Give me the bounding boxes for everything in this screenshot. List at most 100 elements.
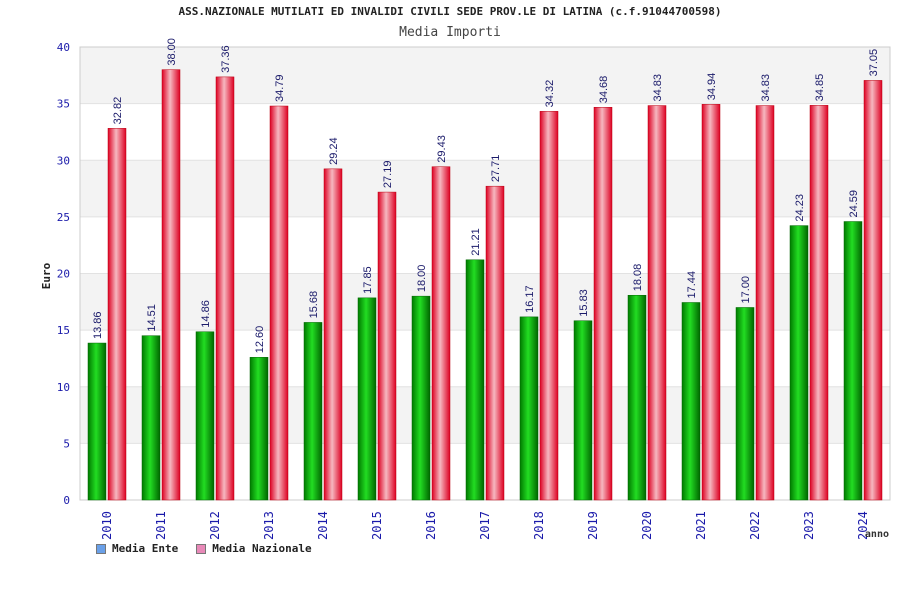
y-tick-label: 30 <box>57 154 70 167</box>
data-label-media-ente: 13.86 <box>92 312 104 340</box>
x-tick-label: 2018 <box>532 511 546 540</box>
x-tick-label: 2013 <box>262 511 276 540</box>
data-label-media-nazionale: 37.36 <box>220 45 232 73</box>
grid-band <box>80 443 890 500</box>
x-tick-label: 2017 <box>478 511 492 540</box>
data-label-media-ente: 18.08 <box>632 264 644 292</box>
data-label-media-ente: 18.00 <box>416 265 428 293</box>
bar-media-ente <box>843 221 863 501</box>
y-tick-label: 15 <box>57 324 70 337</box>
x-tick-label: 2010 <box>100 511 114 540</box>
bar-media-ente <box>735 307 755 501</box>
legend: Media Ente Media Nazionale <box>96 542 312 555</box>
bar-media-ente <box>465 259 485 501</box>
data-label-media-nazionale: 27.19 <box>382 161 394 189</box>
legend-label-media-ente: Media Ente <box>112 542 179 555</box>
bar-media-nazionale <box>755 105 775 501</box>
x-tick-label: 2024 <box>856 511 870 540</box>
data-label-media-ente: 17.00 <box>740 276 752 304</box>
data-label-media-ente: 24.23 <box>794 194 806 222</box>
chart-subtitle: Media Importi <box>399 25 501 40</box>
data-label-media-ente: 15.68 <box>308 291 320 319</box>
bar-media-nazionale <box>647 105 667 501</box>
grid-band <box>80 216 890 274</box>
bar-media-ente <box>789 225 809 501</box>
x-tick-label: 2019 <box>586 511 600 540</box>
y-tick-label: 40 <box>57 41 70 54</box>
data-label-media-nazionale: 38.00 <box>166 38 178 66</box>
y-tick-label: 35 <box>57 98 70 111</box>
data-label-media-nazionale: 27.71 <box>490 155 502 183</box>
legend-swatch-media-nazionale <box>196 543 207 554</box>
data-label-media-nazionale: 34.83 <box>760 74 772 102</box>
y-tick-label: 20 <box>57 268 70 281</box>
data-label-media-nazionale: 32.82 <box>112 97 124 125</box>
grid-band <box>80 273 890 331</box>
x-tick-label: 2016 <box>424 511 438 540</box>
y-tick-label: 0 <box>63 494 70 507</box>
bar-media-ente <box>573 320 593 501</box>
bar-media-nazionale <box>269 105 289 501</box>
data-label-media-ente: 15.83 <box>578 289 590 317</box>
bar-media-nazionale <box>107 128 127 501</box>
bar-media-nazionale <box>161 69 181 501</box>
bar-media-ente <box>411 295 431 501</box>
bar-media-nazionale <box>809 105 829 501</box>
bar-media-ente <box>519 316 539 501</box>
data-label-media-nazionale: 29.24 <box>328 137 340 165</box>
data-label-media-nazionale: 34.85 <box>814 74 826 102</box>
data-label-media-ente: 16.17 <box>524 285 536 313</box>
y-tick-label: 10 <box>57 381 70 394</box>
bar-media-nazionale <box>215 76 235 501</box>
data-label-media-ente: 21.21 <box>470 228 482 256</box>
data-label-media-nazionale: 34.83 <box>652 74 664 102</box>
bar-media-nazionale <box>431 166 451 501</box>
bar-media-ente <box>627 294 647 501</box>
data-label-media-nazionale: 34.94 <box>706 73 718 101</box>
x-tick-label: 2023 <box>802 511 816 540</box>
y-axis-label: Euro <box>40 262 53 289</box>
bar-media-nazionale <box>701 104 721 501</box>
legend-swatch-media-ente <box>96 543 106 554</box>
x-tick-label: 2015 <box>370 511 384 540</box>
bar-media-nazionale <box>377 191 397 501</box>
bar-media-ente <box>141 335 161 501</box>
data-label-media-ente: 24.59 <box>848 190 860 218</box>
bar-media-nazionale <box>539 111 559 501</box>
bar-media-ente <box>195 331 215 501</box>
bar-media-ente <box>681 302 701 501</box>
x-tick-label: 2022 <box>748 511 762 540</box>
x-axis-label: anno <box>865 529 889 540</box>
grid-band <box>80 160 890 217</box>
grid-band <box>80 47 890 104</box>
bar-media-ente <box>249 357 269 501</box>
data-label-media-nazionale: 29.43 <box>436 135 448 163</box>
chart-title: ASS.NAZIONALE MUTILATI ED INVALIDI CIVIL… <box>178 5 722 18</box>
y-tick-label: 5 <box>63 437 70 450</box>
bar-media-ente <box>357 297 377 501</box>
y-tick-label: 25 <box>57 211 70 224</box>
bar-media-nazionale <box>323 168 343 501</box>
bar-media-ente <box>303 322 323 501</box>
legend-label-media-nazionale: Media Nazionale <box>212 542 312 555</box>
plot-area <box>79 46 891 501</box>
bar-media-nazionale <box>593 106 613 501</box>
grid-band <box>80 330 890 387</box>
data-label-media-ente: 14.51 <box>146 304 158 332</box>
x-tick-label: 2021 <box>694 511 708 540</box>
legend-item-media-nazionale: Media Nazionale <box>196 542 312 555</box>
data-label-media-ente: 12.60 <box>254 326 266 354</box>
x-tick-label: 2020 <box>640 511 654 540</box>
data-label-media-nazionale: 37.05 <box>868 49 880 77</box>
data-label-media-ente: 17.85 <box>362 266 374 294</box>
grid-band <box>80 386 890 444</box>
grid-band <box>80 103 890 161</box>
bar-media-nazionale <box>863 80 883 501</box>
data-label-media-nazionale: 34.68 <box>598 76 610 104</box>
data-label-media-nazionale: 34.79 <box>274 74 286 102</box>
x-tick-label: 2011 <box>154 511 168 540</box>
x-tick-label: 2014 <box>316 511 330 540</box>
bar-media-ente <box>87 342 107 501</box>
legend-item-media-ente: Media Ente <box>96 542 178 555</box>
